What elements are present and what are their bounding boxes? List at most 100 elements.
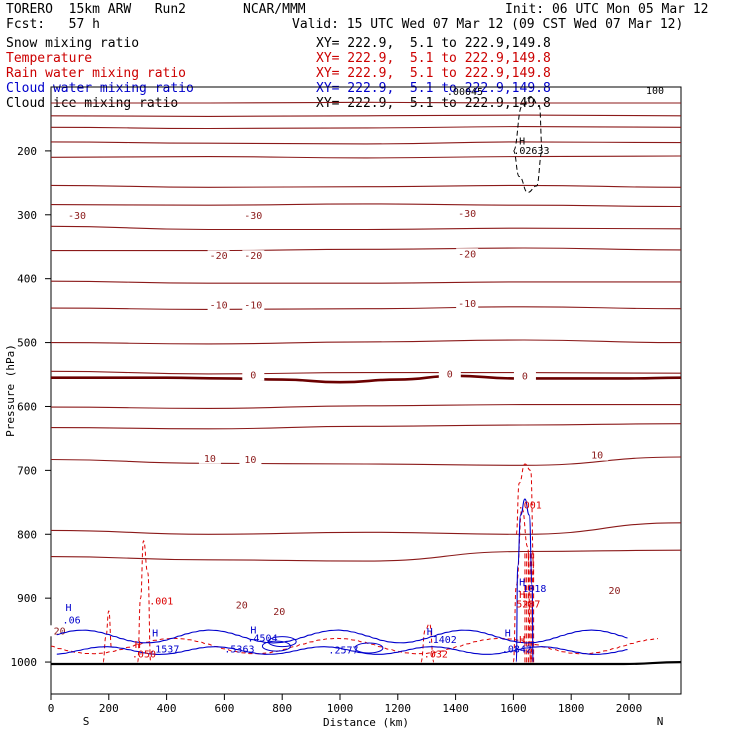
x-tick-label-7: 1400: [442, 702, 469, 715]
y-tick-label-3: 500: [17, 337, 37, 350]
rain-label-3: 5287: [516, 600, 540, 611]
isotherm-label-bg-15: [230, 599, 253, 611]
isotherm-label-bg-10: [438, 368, 461, 380]
x-tick-label-6: 1200: [385, 702, 412, 715]
isotherm-11: [50, 339, 682, 345]
rain-label-2: .032: [424, 650, 448, 661]
legend-xy-2: XY= 222.9, 5.1 to 222.9,149.8: [316, 66, 551, 81]
isotherm-label-3: -20: [210, 251, 228, 262]
cloud-water-label-7: .5363: [224, 644, 254, 655]
y-tick-label-4: 600: [17, 400, 37, 413]
y-tick-label-6: 800: [17, 528, 37, 541]
cloud-water-cell-2: [261, 640, 291, 652]
isotherm-1: [50, 114, 682, 117]
isotherm-17: [50, 549, 682, 562]
isotherm-label-bg-16: [268, 606, 291, 618]
isotherm-label-5: -20: [458, 249, 476, 260]
isotherm-label-7: -10: [244, 300, 262, 311]
rain-contour-4: [420, 623, 435, 663]
isotherm-12: [50, 370, 682, 375]
legend-xy-3: XY= 222.9, 5.1 to 222.9,149.8: [316, 81, 551, 96]
isotherm-label-bg-11: [513, 370, 536, 382]
model-title: TORERO 15km ARW Run2: [6, 2, 187, 17]
cloud-water-extremum-1: H: [152, 628, 158, 639]
isotherm-label-10: 0: [447, 369, 453, 380]
isotherm-label-9: 0: [250, 371, 256, 382]
cloud-water-extremum-5: H: [519, 577, 525, 588]
valid-time: Valid: 15 UTC Wed 07 Mar 12 (09 CST Wed …: [292, 17, 684, 32]
y-tick-label-2: 400: [17, 273, 37, 286]
isotherm-label-12: 10: [204, 454, 216, 465]
y-tick-label-1: 300: [17, 209, 37, 222]
isotherm-label-15: 20: [236, 601, 248, 612]
cloud-water-label-1: .1537: [149, 644, 179, 655]
forecast-hour: Fcst: 57 h: [6, 17, 100, 32]
rain-contour-0: [515, 463, 535, 663]
cloud-water-label-6: .1018: [516, 584, 546, 595]
x-axis-label: Distance (km): [323, 716, 409, 729]
rain-label-4: .050: [132, 650, 156, 661]
north-end-label: N: [657, 715, 664, 728]
isotherm-label-bg-0: [66, 209, 89, 221]
legend-xy-4: XY= 222.9, 5.1 to 222.9,149.8: [316, 96, 551, 111]
legend-name-2: Rain water mixing ratio: [6, 66, 187, 81]
cloud-water-extremum-3: H: [427, 627, 433, 638]
isotherm-label-14: 10: [591, 451, 603, 462]
isotherm-10: [50, 306, 682, 310]
isotherm-label-18: 20: [54, 626, 66, 637]
y-tick-label-8: 1000: [11, 656, 38, 669]
isotherm-label-bg-14: [586, 449, 609, 461]
init-time: Init: 06 UTC Mon 05 Mar 12: [505, 2, 709, 17]
isotherm-label-0: -30: [68, 211, 86, 222]
isotherm-label-bg-17: [603, 585, 626, 597]
cloud-water-label-3: .2577: [328, 646, 358, 657]
x-tick-label-0: 0: [48, 702, 55, 715]
cloud-water-cell-1: [354, 642, 384, 654]
isotherm-label-13: 10: [244, 455, 256, 466]
cloud-water-extremum-2: H: [250, 625, 256, 636]
legend-xy-1: XY= 222.9, 5.1 to 222.9,149.8: [316, 51, 551, 66]
y-axis-label: Pressure (hPa): [4, 344, 17, 437]
snow-label: .00045: [447, 87, 483, 98]
legend-name-0: Snow mixing ratio: [6, 36, 140, 51]
rain-band: [50, 637, 658, 655]
cloud-water-label-2: .4504: [248, 634, 278, 645]
x-tick-label-1: 200: [99, 702, 119, 715]
cloud-water-tower: [515, 498, 534, 663]
cloud-water-label-0: .06: [63, 616, 81, 627]
isotherm-label-bg-12: [198, 452, 221, 464]
isotherm-label-4: -20: [244, 251, 262, 262]
y-tick-label-0: 200: [17, 145, 37, 158]
cloud-water-extremum-4: H: [505, 628, 511, 639]
isotherm-label-bg-8: [456, 298, 479, 310]
plot-frame: [50, 86, 682, 695]
y-tick-label-5: 700: [17, 464, 37, 477]
isotherm-label-bg-18: [48, 625, 71, 637]
x-tick-label-4: 800: [272, 702, 292, 715]
surface-line: [51, 661, 682, 666]
isotherm-label-bg-2: [456, 208, 479, 220]
isotherm-label-11: 0: [522, 371, 528, 382]
cloud-water-label-4: .1402: [427, 635, 457, 646]
isotherm-3: [50, 141, 682, 145]
cloud-water-label-5: .0842: [502, 644, 532, 655]
isotherm-4: [50, 155, 682, 159]
cloud-ice-extremum-0: H: [519, 137, 525, 148]
isotherm-7: [50, 225, 682, 231]
isotherm-6: [50, 203, 682, 208]
x-tick-label-2: 400: [157, 702, 177, 715]
isotherm-0: [51, 101, 681, 104]
legend-name-3: Cloud water mixing ratio: [6, 81, 194, 96]
isotherm-16: [50, 522, 682, 535]
isotherm-label-bg-6: [207, 299, 230, 311]
isotherm-label-bg-5: [456, 248, 479, 260]
y-tick-label-7: 900: [17, 592, 37, 605]
isotherm-9: [50, 280, 681, 284]
isotherm-14: [50, 423, 682, 430]
south-end-label: S: [83, 715, 90, 728]
isotherm-label-16: 20: [273, 607, 285, 618]
cloud-water-extremum-0: H: [65, 603, 71, 614]
rain-extremum-2: H: [519, 635, 525, 646]
isotherm-8: [51, 247, 682, 252]
